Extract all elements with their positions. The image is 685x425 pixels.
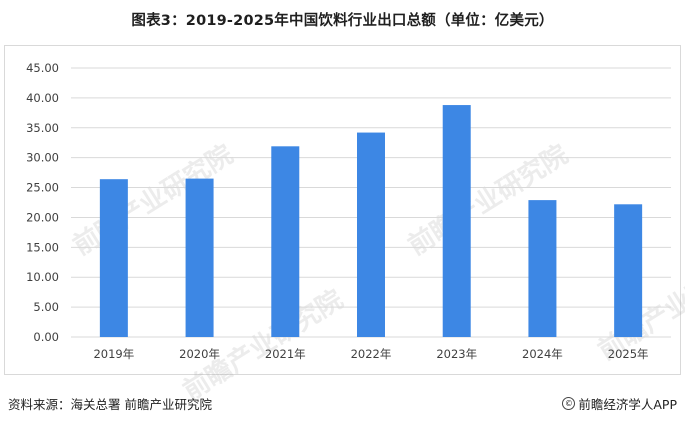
copyright-icon: ©: [562, 397, 576, 410]
bar: [614, 204, 643, 337]
x-tick-label: 2020年: [179, 347, 220, 361]
y-tick-label: 30.00: [26, 151, 59, 165]
brand-label: © 前瞻经济学人APP: [562, 394, 677, 413]
bar: [528, 200, 557, 337]
bar: [442, 105, 471, 337]
y-tick-label: 20.00: [26, 210, 59, 224]
y-tick-label: 45.00: [26, 61, 59, 75]
bar: [185, 178, 214, 337]
y-tick-label: 10.00: [26, 270, 59, 284]
y-tick-label: 15.00: [26, 240, 59, 254]
brand-text: 前瞻经济学人APP: [578, 397, 677, 412]
chart-title: 图表3：2019-2025年中国饮料行业出口总额（单位：亿美元）: [131, 13, 554, 29]
x-tick-label: 2022年: [351, 347, 392, 361]
y-tick-label: 40.00: [26, 91, 59, 105]
bar-chart: 0.00 5.00 10.00 15.00 20.00 25.00 30.00 35.00 40…: [26, 61, 671, 361]
y-tick-label: 0.00: [33, 330, 59, 344]
bar: [99, 179, 128, 337]
y-tick-label: 35.00: [26, 121, 59, 135]
x-tick-label: 2019年: [93, 347, 134, 361]
bar: [357, 132, 385, 337]
x-tick-label: 2025年: [608, 347, 649, 361]
chart-area: 前瞻产业研究院 前瞻产业研究院 前瞻产业研究院 前瞻产业研究院 0.005.00…: [4, 45, 685, 407]
y-tick-label: 5.00: [33, 300, 59, 314]
source-note: 资料来源：海关总署 前瞻产业研究院: [8, 397, 212, 412]
x-tick-label: 2024年: [522, 347, 563, 361]
x-tick-label: 2021年: [265, 347, 306, 361]
x-tick-label: 2023年: [436, 347, 477, 361]
bar: [271, 146, 300, 337]
y-tick-label: 25.00: [26, 181, 59, 195]
